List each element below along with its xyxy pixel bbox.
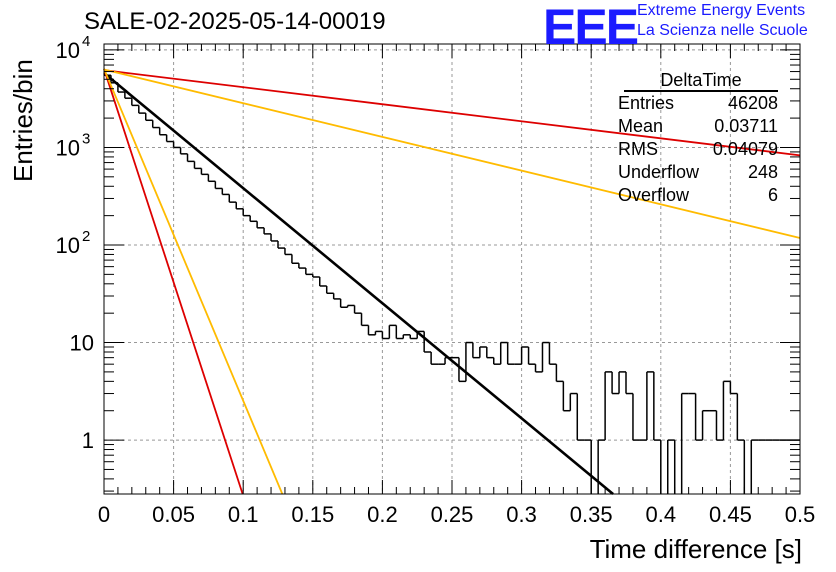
stats-row-rms: RMS 0.04079 [612,138,778,161]
series-line [103,68,244,495]
eee-logo: EEE [543,0,639,55]
stats-row-entries: Entries 46208 [612,92,778,115]
y-tick-label: 10 [70,331,94,356]
stats-label: Entries [618,93,675,113]
x-tick-label: 0.1 [228,502,259,527]
y-tick-label: 10 [56,233,80,258]
stats-value: 6 [767,185,778,205]
stats-box: DeltaTime Entries 46208 Mean 0.03711 RMS… [612,70,778,207]
stats-label: Underflow [618,162,700,182]
x-tick-label: 0.45 [709,502,752,527]
x-tick-label: 0.4 [646,502,677,527]
x-tick-label: 0.25 [431,502,474,527]
series-line [103,69,801,157]
x-tick-label: 0.3 [506,502,537,527]
stats-value: 46208 [727,93,778,113]
histogram [104,74,800,494]
y-tick-exponent: 3 [82,130,90,147]
y-tick-label: 1 [82,428,94,453]
chart-title: SALE-02-2025-05-14-00019 [84,8,386,35]
stats-value: 248 [747,162,778,182]
stats-label: Mean [618,116,664,136]
series-line [103,71,614,496]
stats-value: 0.03711 [714,116,778,136]
y-tick-label: 10 [56,38,80,63]
axes: 0 0.05 0.1 0.15 0.2 0.25 0.3 0.35 0.4 0.45 0.5 1 10 1… [56,33,816,527]
stats-label: Overflow [618,185,690,205]
series-line [103,68,284,495]
stats-row-underflow: Underflow 248 [612,161,778,184]
stats-title: DeltaTime [624,70,778,92]
x-tick-label: 0.2 [367,502,398,527]
stats-row-overflow: Overflow 6 [612,184,778,207]
stats-label: RMS [618,139,658,159]
x-axis-label: Time difference [s] [589,534,802,564]
logo-line-2: La Scienza nelle Scuole [637,22,808,39]
series-line [103,68,801,239]
x-tick-label: 0.05 [152,502,195,527]
stats-row-mean: Mean 0.03711 [612,115,778,138]
x-tick-label: 0 [98,502,110,527]
x-tick-label: 0.5 [785,502,816,527]
fit-curves [103,68,801,496]
y-tick-exponent: 4 [82,33,90,50]
stats-value: 0.04079 [712,139,778,159]
x-tick-label: 0.35 [570,502,613,527]
y-tick-exponent: 2 [82,228,90,245]
x-tick-label: 0.15 [291,502,334,527]
y-tick-label: 10 [56,135,80,160]
logo-line-1: Extreme Energy Events [637,2,806,19]
y-axis-label: Entries/bin [8,59,38,182]
